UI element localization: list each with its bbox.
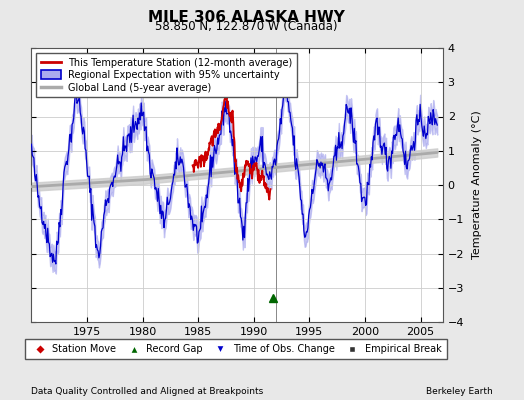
Legend: This Temperature Station (12-month average), Regional Expectation with 95% uncer: This Temperature Station (12-month avera… [36,53,298,98]
Text: Data Quality Controlled and Aligned at Breakpoints: Data Quality Controlled and Aligned at B… [31,387,264,396]
Text: Berkeley Earth: Berkeley Earth [426,387,493,396]
Text: MILE 306 ALASKA HWY: MILE 306 ALASKA HWY [148,10,345,25]
Text: 58.850 N, 122.870 W (Canada): 58.850 N, 122.870 W (Canada) [155,20,337,33]
Y-axis label: Temperature Anomaly (°C): Temperature Anomaly (°C) [473,111,483,259]
Legend: Station Move, Record Gap, Time of Obs. Change, Empirical Break: Station Move, Record Gap, Time of Obs. C… [25,339,446,359]
